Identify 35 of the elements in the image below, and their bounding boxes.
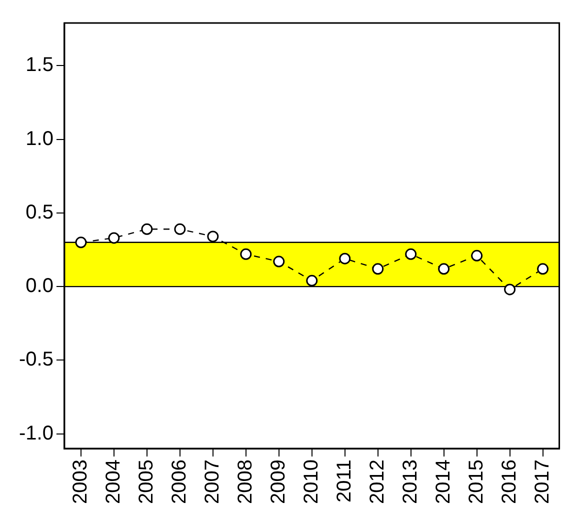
x-tick-label: 2012 xyxy=(366,460,388,504)
point xyxy=(537,263,549,275)
x-tick-label: 2009 xyxy=(267,460,290,504)
x-tick-label: 2007 xyxy=(201,460,224,504)
x-tick-label: 2006 xyxy=(168,460,190,504)
y-tick-label: 0.5 xyxy=(26,201,54,224)
point xyxy=(504,284,516,296)
point xyxy=(75,236,87,248)
point xyxy=(207,230,219,242)
x-tick-label: 2015 xyxy=(465,460,488,504)
point xyxy=(306,274,318,286)
y-tick-label: -0.5 xyxy=(18,348,54,371)
x-tick-label: 2013 xyxy=(399,460,422,504)
y-tick-label: 0.0 xyxy=(26,275,54,298)
x-tick-label: 2011 xyxy=(333,460,356,503)
point xyxy=(240,248,252,260)
x-tick-label: 2008 xyxy=(234,460,256,504)
x-tick-label: 2010 xyxy=(300,460,322,504)
point xyxy=(471,250,483,262)
x-tick-label: 2003 xyxy=(69,460,92,504)
x-tick-label: 2016 xyxy=(498,460,520,504)
point xyxy=(372,263,384,275)
x-tick-label: 2014 xyxy=(432,460,454,504)
point xyxy=(141,223,153,235)
point xyxy=(174,223,186,235)
point xyxy=(339,252,351,264)
point xyxy=(273,256,285,268)
y-tick-label: 1.5 xyxy=(26,54,54,76)
x-tick-label: 2005 xyxy=(135,460,158,504)
x-tick-label: 2017 xyxy=(531,460,554,504)
y-tick-label: 1.0 xyxy=(26,128,54,150)
point xyxy=(405,248,417,260)
point xyxy=(438,263,450,275)
y-tick-label: -1.0 xyxy=(18,422,54,444)
x-tick-label: 2004 xyxy=(102,460,124,504)
